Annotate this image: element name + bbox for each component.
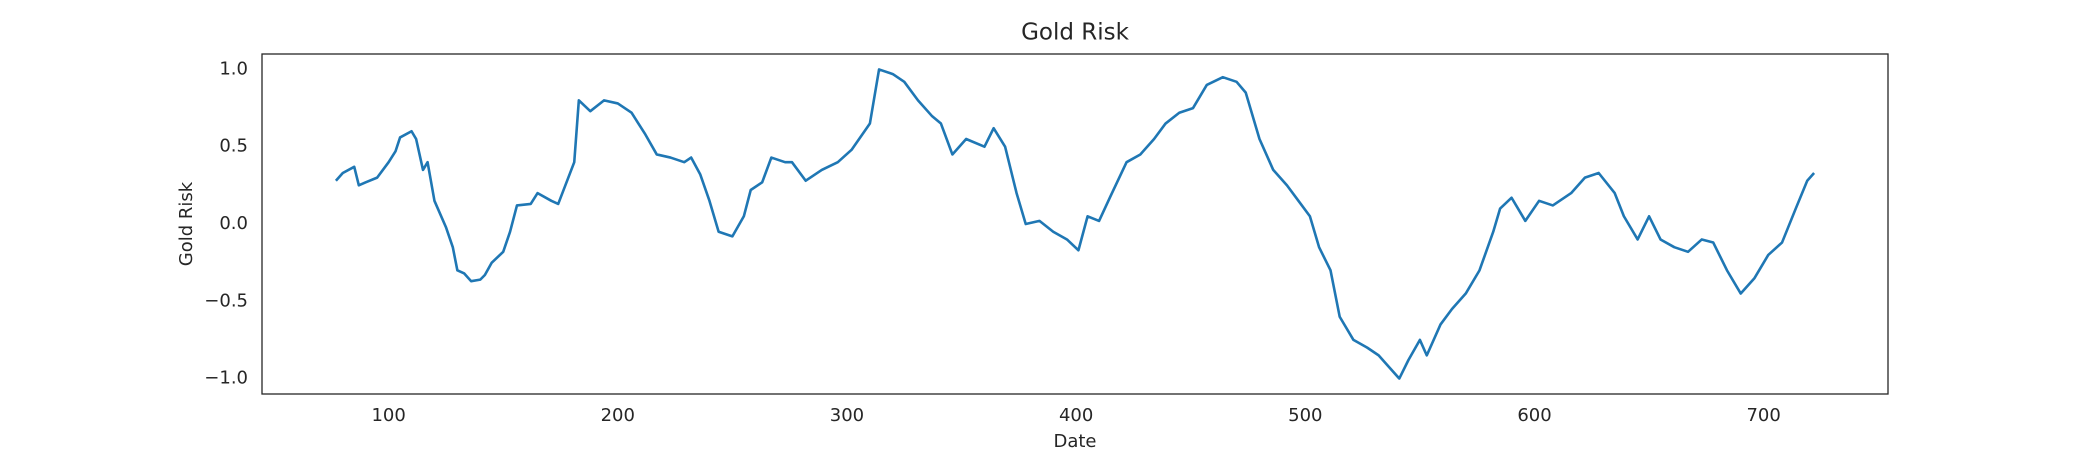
x-tick-label: 300 — [830, 405, 864, 426]
y-tick-label: −1.0 — [204, 368, 248, 389]
chart-title: Gold Risk — [1021, 20, 1130, 46]
x-tick-label: 400 — [1059, 405, 1093, 426]
x-tick-label: 500 — [1288, 405, 1322, 426]
y-tick-label: −0.5 — [204, 290, 248, 311]
y-tick-label: 0.5 — [219, 136, 248, 157]
y-tick-label: 1.0 — [219, 58, 248, 79]
data-line — [334, 68, 1816, 380]
plot-frame — [261, 53, 1889, 395]
x-axis-label: Date — [1053, 431, 1096, 450]
x-tick-label: 700 — [1746, 405, 1780, 426]
x-tick-label: 200 — [601, 405, 635, 426]
x-tick-label: 600 — [1517, 405, 1551, 426]
y-axis-label: Gold Risk — [176, 181, 197, 266]
y-tick-label: 0.0 — [219, 213, 248, 234]
x-tick-label: 100 — [371, 405, 405, 426]
